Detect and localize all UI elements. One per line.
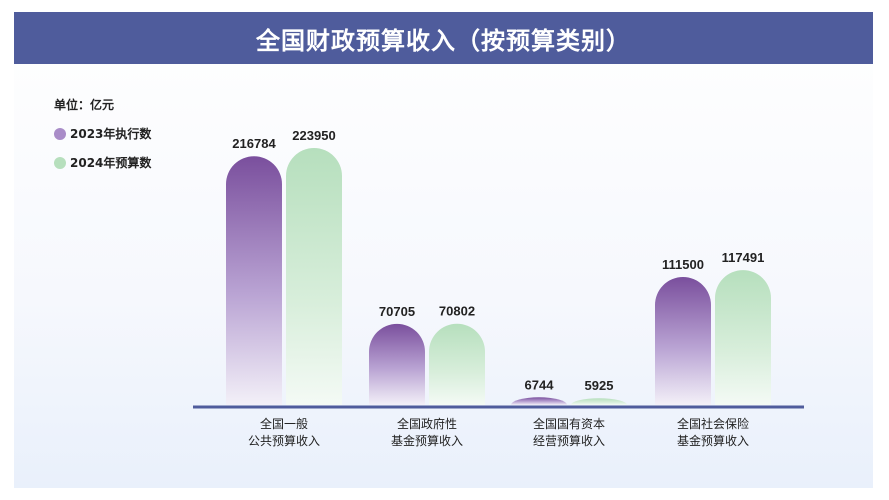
unit-label: 单位：亿元	[54, 98, 115, 112]
data-label-2023-0: 216784	[232, 136, 276, 151]
data-label-2024-2: 5925	[585, 378, 614, 393]
data-label-2023-1: 70705	[379, 304, 415, 319]
legend-item-2023: 2023年执行数	[54, 125, 151, 142]
legend-swatch-2023	[54, 127, 66, 140]
bar-2023-2	[511, 397, 567, 405]
data-label-2023-2: 6744	[525, 377, 555, 392]
title-bar: 全国财政预算收入（按预算类别）	[14, 12, 873, 64]
data-label-2023-3: 111500	[662, 257, 704, 272]
category-label-0-line-1: 公共预算收入	[248, 433, 320, 448]
bar-2024-3	[715, 270, 771, 405]
data-label-2024-3: 117491	[722, 250, 765, 265]
category-label-1-line-0: 全国政府性	[397, 416, 457, 431]
bar-2024-2	[571, 398, 627, 405]
category-label-3-line-0: 全国社会保险	[677, 416, 749, 431]
category-label-2-line-0: 全国国有资本	[533, 416, 605, 431]
bar-2023-1	[369, 323, 425, 405]
legend-item-2024: 2024年预算数	[54, 154, 151, 171]
bar-2024-1	[429, 323, 485, 405]
category-label-0-line-0: 全国一般	[260, 416, 308, 431]
bar-2023-3	[655, 277, 711, 405]
bar-2023-0	[226, 156, 282, 405]
bar-2024-0	[286, 148, 342, 405]
category-label-2-line-1: 经营预算收入	[533, 433, 605, 448]
legend-label-2023: 2023年执行数	[70, 127, 152, 141]
legend-label-2024: 2024年预算数	[70, 156, 152, 170]
category-label-1-line-1: 基金预算收入	[391, 433, 463, 448]
data-label-2024-0: 223950	[292, 128, 335, 143]
chart-background	[14, 12, 873, 488]
data-label-2024-1: 70802	[439, 304, 475, 319]
legend-swatch-2024	[54, 156, 66, 169]
category-label-3-line-1: 基金预算收入	[677, 433, 749, 448]
chart-title: 全国财政预算收入（按预算类别）	[256, 26, 631, 55]
